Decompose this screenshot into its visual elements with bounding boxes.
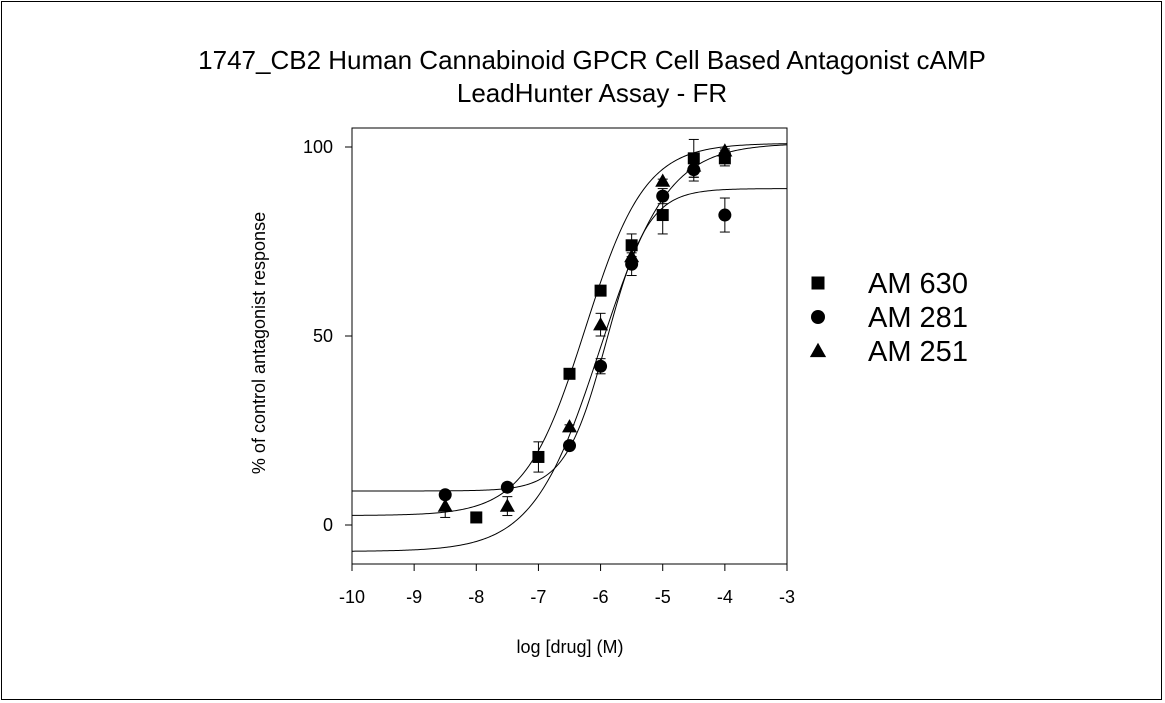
x-tick-label: -10	[339, 587, 365, 607]
data-point-circle	[656, 189, 670, 203]
y-axis-label: % of control antagonist response	[249, 212, 269, 474]
data-point-square	[594, 284, 607, 297]
data-point-circle	[438, 488, 452, 502]
y-tick-label: 100	[303, 137, 333, 157]
data-point-circle	[563, 439, 576, 453]
data-point-triangle	[499, 498, 515, 512]
data-point-square	[532, 450, 545, 463]
legend-marker-circle	[811, 310, 825, 324]
legend-label: AM 630	[868, 268, 968, 300]
data-point-triangle	[717, 143, 733, 157]
legend-marker-square	[811, 276, 825, 290]
x-tick-label: -3	[779, 587, 795, 607]
x-axis-label: log [drug] (M)	[516, 637, 623, 657]
x-tick-label: -6	[593, 587, 609, 607]
x-tick-label: -9	[406, 587, 422, 607]
x-tick-label: -5	[655, 587, 671, 607]
y-tick-label: 50	[313, 326, 333, 346]
fit-curve	[351, 143, 788, 516]
data-point-triangle	[624, 249, 640, 263]
legend-label: AM 251	[868, 336, 968, 368]
data-point-square	[625, 239, 638, 252]
fit-curves	[351, 143, 788, 552]
chart-title: 1747_CB2 Human Cannabinoid GPCR Cell Bas…	[198, 45, 986, 75]
data-point-triangle	[686, 158, 702, 172]
y-axis: 0 50 100	[303, 137, 352, 535]
data-point-square	[563, 367, 576, 380]
plot-area	[351, 127, 788, 565]
data-point-square	[656, 209, 669, 222]
data-point-circle	[500, 480, 514, 494]
x-tick-label: -4	[717, 587, 733, 607]
data-point-triangle	[562, 419, 577, 433]
data-point-circle	[718, 208, 732, 222]
x-tick-label: -7	[530, 587, 546, 607]
data-point-square	[470, 511, 483, 524]
data-point-triangle	[655, 173, 671, 187]
x-tick-label: -8	[468, 587, 484, 607]
data-point-triangle	[593, 317, 609, 331]
data-point-triangle	[437, 498, 453, 512]
chart-subtitle: LeadHunter Assay - FR	[457, 78, 727, 108]
data-markers	[437, 143, 733, 524]
x-axis: -10 -9 -8 -7 -6 -5 -4 -3	[339, 564, 795, 607]
legend-marker-triangle	[809, 342, 827, 358]
fit-curve	[351, 144, 788, 552]
y-tick-label: 0	[323, 515, 333, 535]
legend-label: AM 281	[868, 302, 968, 334]
data-point-circle	[594, 359, 608, 373]
